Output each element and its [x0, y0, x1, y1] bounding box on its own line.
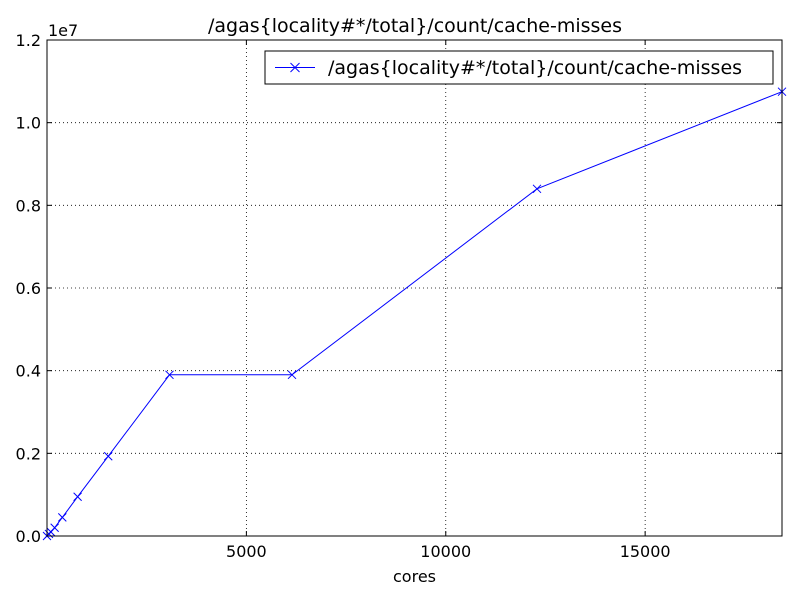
data-point-marker	[532, 184, 542, 194]
series-layer	[42, 87, 787, 541]
chart-title: /agas{locality#*/total}/count/cache-miss…	[208, 15, 622, 37]
y-tick-label: 1.0	[16, 114, 41, 133]
x-tick-label: 15000	[620, 542, 671, 561]
y-axis-offset-label: 1e7	[48, 21, 78, 40]
axis-ticks: 5000 10000 15000 0.0 0.2 0.4 0.6 0.8 1.0 1.2	[16, 31, 782, 561]
legend: /agas{locality#*/total}/count/cache-miss…	[264, 50, 774, 85]
data-point-marker	[57, 513, 67, 522]
legend-series-label: /agas{locality#*/total}/count/cache-miss…	[328, 57, 742, 79]
y-tick-label: 0.8	[16, 196, 41, 215]
x-tick-label: 5000	[226, 542, 267, 561]
legend-marker-icon	[290, 62, 300, 73]
data-point-marker	[50, 523, 60, 533]
y-tick-label: 0.2	[16, 444, 41, 463]
data-point-marker	[287, 370, 297, 380]
y-tick-label: 0.6	[16, 279, 41, 298]
x-axis-label: cores	[393, 567, 436, 586]
data-point-marker	[103, 451, 113, 461]
x-tick-label: 10000	[420, 542, 471, 561]
y-tick-label: 0.4	[16, 362, 41, 381]
data-point-marker	[165, 370, 174, 380]
legend-box	[264, 50, 774, 85]
data-point-marker	[73, 492, 82, 502]
y-tick-label: 0.0	[16, 527, 41, 546]
y-tick-label: 1.2	[16, 31, 41, 50]
